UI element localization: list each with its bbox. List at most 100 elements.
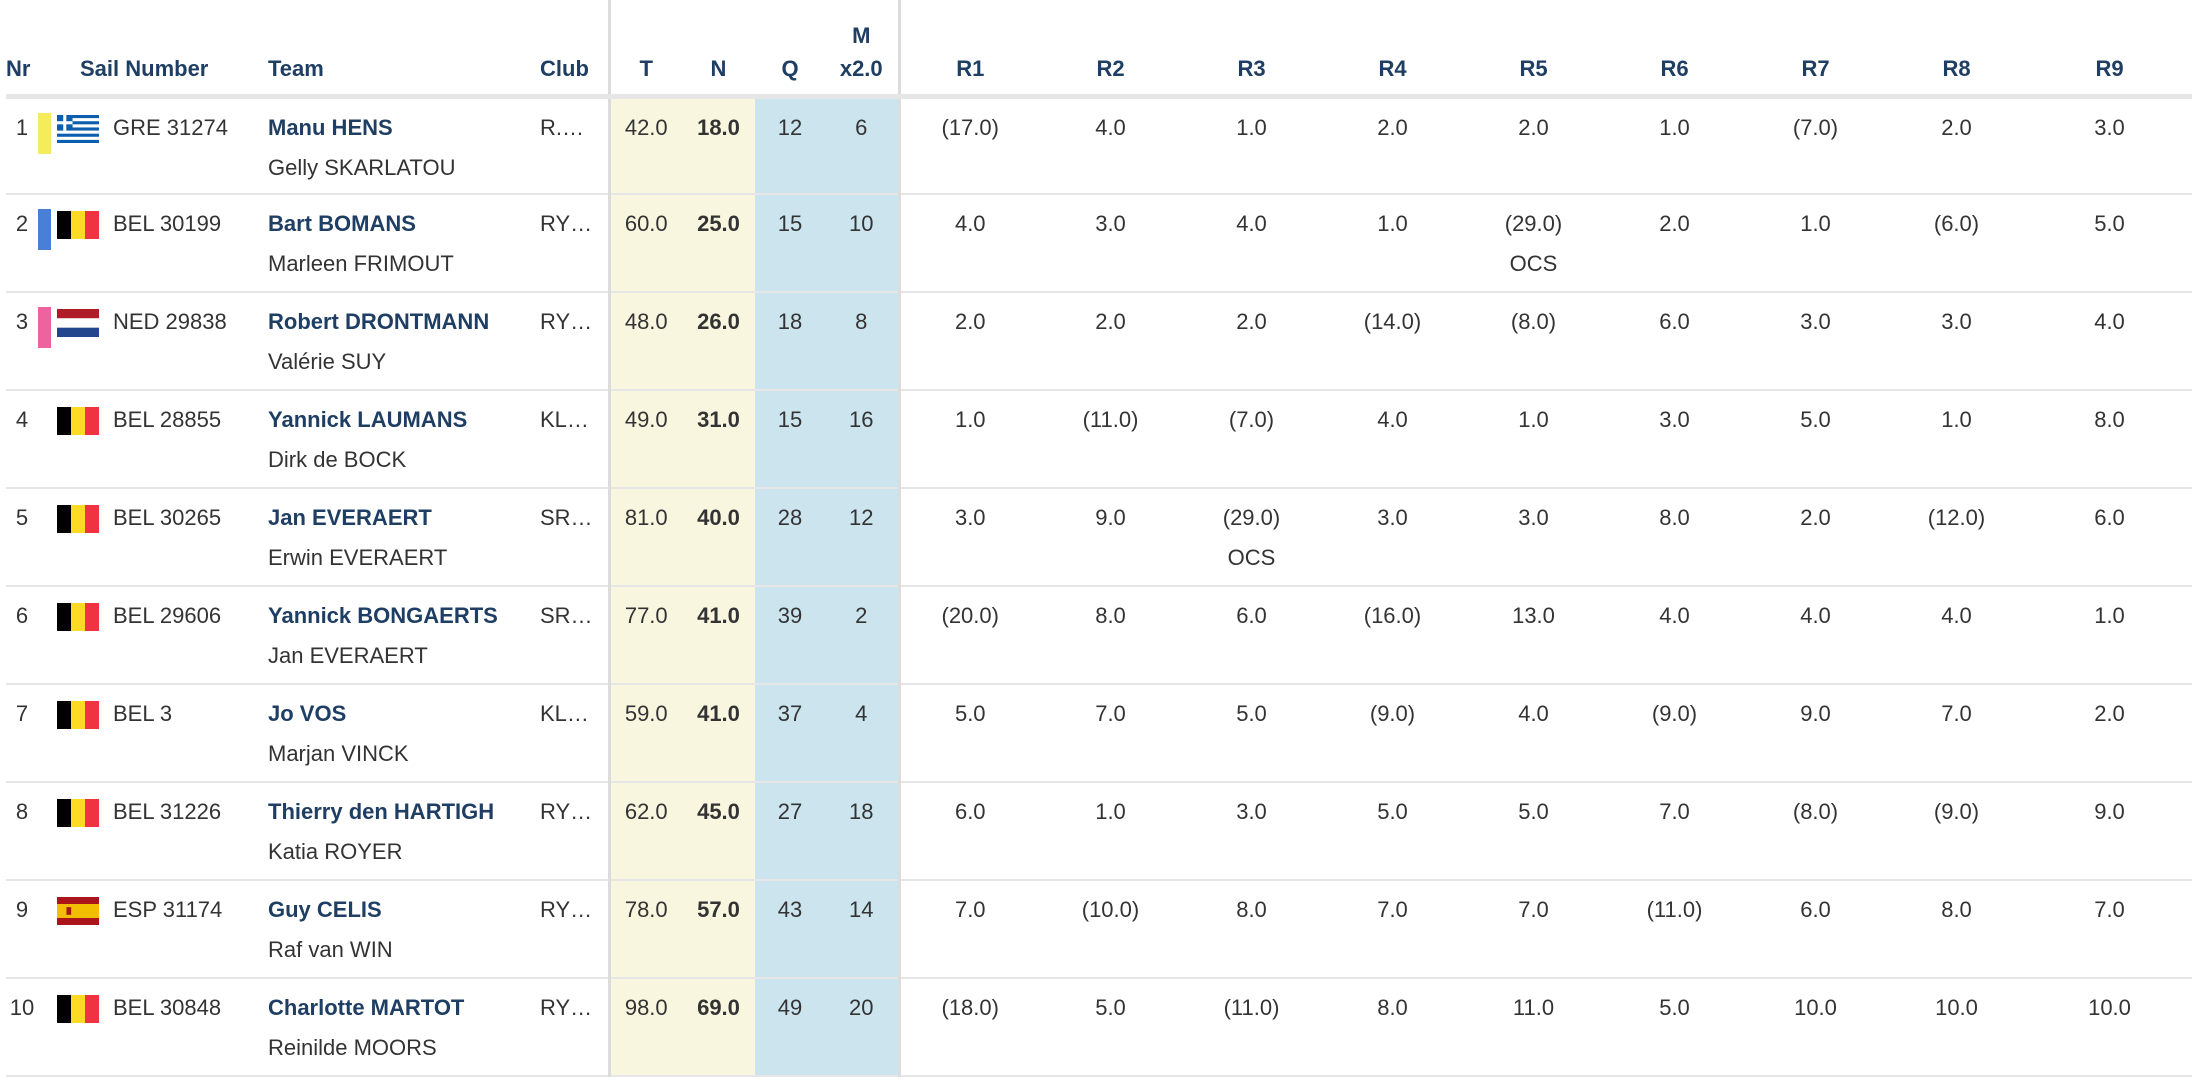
race-score: 6.0 bbox=[1236, 603, 1267, 628]
race-r2-cell: 1.0 bbox=[1040, 782, 1181, 880]
race-r6-cell: 6.0 bbox=[1604, 292, 1745, 390]
crew-name: Marleen FRIMOUT bbox=[268, 251, 454, 276]
race-r6-cell: 8.0 bbox=[1604, 488, 1745, 586]
helm-name-link[interactable]: Jo VOS bbox=[268, 701, 347, 726]
total-points: 81.0 bbox=[624, 505, 668, 530]
header-r9[interactable]: R9 bbox=[2027, 0, 2192, 99]
header-r3[interactable]: R3 bbox=[1181, 0, 1322, 99]
table-row-4[interactable]: 4 BEL 28855 Yannick LAUMANS Dirk de BOCK… bbox=[6, 390, 2192, 488]
qualification-cell: 15 bbox=[755, 390, 825, 488]
net-points: 18.0 bbox=[697, 114, 740, 140]
table-row-2[interactable]: 2 BEL 30199 Bart BOMANS Marleen FRIMOUT … bbox=[6, 194, 2192, 292]
medal-cell: 8 bbox=[825, 292, 901, 390]
table-row-8[interactable]: 8 BEL 31226 Thierry den HARTIGH Katia RO… bbox=[6, 782, 2192, 880]
table-row-5[interactable]: 5 BEL 30265 Jan EVERAERT Erwin EVERAERT … bbox=[6, 488, 2192, 586]
total-cell: 77.0 bbox=[607, 586, 682, 684]
helm-name-link[interactable]: Charlotte MARTOT bbox=[268, 995, 465, 1020]
header-r5[interactable]: R5 bbox=[1463, 0, 1604, 99]
race-r5-cell: (8.0) bbox=[1463, 292, 1604, 390]
table-row-3[interactable]: 3 NED 29838 Robert DRONTMANN Valérie SUY… bbox=[6, 292, 2192, 390]
race-r2-cell: 8.0 bbox=[1040, 586, 1181, 684]
race-score: 6.0 bbox=[954, 799, 986, 824]
race-r4-cell: (16.0) bbox=[1322, 586, 1463, 684]
rank: 8 bbox=[15, 799, 29, 824]
total-points: 42.0 bbox=[624, 114, 668, 140]
total-cell: 81.0 bbox=[607, 488, 682, 586]
total-cell: 49.0 bbox=[607, 390, 682, 488]
header-medal-multiplier: x2.0 bbox=[839, 55, 883, 81]
header-r8[interactable]: R8 bbox=[1886, 0, 2027, 99]
team-cell: Jo VOS Marjan VINCK bbox=[268, 684, 540, 782]
helm-name-link[interactable]: Guy CELIS bbox=[268, 897, 382, 922]
total-cell: 42.0 bbox=[607, 96, 682, 194]
race-score: 10.0 bbox=[1935, 995, 1978, 1020]
race-score: 8.0 bbox=[1236, 897, 1267, 922]
sail-number-cell: NED 29838 bbox=[113, 292, 268, 390]
race-r4-cell: 4.0 bbox=[1322, 390, 1463, 488]
race-r5-cell: 13.0 bbox=[1463, 586, 1604, 684]
header-r6[interactable]: R6 bbox=[1604, 0, 1745, 99]
race-r8-cell: 4.0 bbox=[1886, 586, 2027, 684]
header-nr[interactable]: Nr bbox=[6, 0, 38, 99]
helm-name-link[interactable]: Bart BOMANS bbox=[268, 211, 416, 236]
race-r8-cell: 10.0 bbox=[1886, 978, 2027, 1076]
club: RY… bbox=[540, 211, 593, 236]
race-r6-cell: (9.0) bbox=[1604, 684, 1745, 782]
sail-number-cell: ESP 31174 bbox=[113, 880, 268, 978]
helm-name-link[interactable]: Yannick BONGAERTS bbox=[268, 603, 498, 628]
race-r8-cell: (9.0) bbox=[1886, 782, 2027, 880]
header-team[interactable]: Team bbox=[268, 0, 540, 99]
table-row-1[interactable]: 1 GRE 31274 Manu HENS Gelly SKARLATOU R.… bbox=[6, 96, 2192, 194]
penalty-code: OCS bbox=[1227, 545, 1276, 570]
belgium-flag-icon bbox=[57, 799, 99, 827]
header-net[interactable]: N bbox=[682, 0, 755, 99]
table-row-10[interactable]: 10 BEL 30848 Charlotte MARTOT Reinilde M… bbox=[6, 978, 2192, 1076]
header-sail-number[interactable]: Sail Number bbox=[57, 0, 268, 99]
helm-name-link[interactable]: Jan EVERAERT bbox=[268, 505, 432, 530]
header-r2[interactable]: R2 bbox=[1040, 0, 1181, 99]
race-score: 6.0 bbox=[1800, 897, 1831, 922]
race-score: 2.0 bbox=[1095, 309, 1126, 334]
header-club[interactable]: Club bbox=[540, 0, 609, 99]
total-points: 49.0 bbox=[624, 407, 668, 432]
race-score: 5.0 bbox=[1236, 701, 1267, 726]
net-cell: 69.0 bbox=[682, 978, 755, 1076]
race-r9-cell: 1.0 bbox=[2027, 586, 2192, 684]
header-medal[interactable]: M x2.0 bbox=[825, 0, 901, 99]
header-r4[interactable]: R4 bbox=[1322, 0, 1463, 99]
club-cell: RY… bbox=[540, 292, 609, 390]
header-r1[interactable]: R1 bbox=[899, 0, 1040, 99]
netherlands-flag-icon bbox=[57, 309, 99, 337]
helm-name-link[interactable]: Yannick LAUMANS bbox=[268, 407, 468, 432]
race-score: 8.0 bbox=[2094, 407, 2125, 432]
results-body: 1 GRE 31274 Manu HENS Gelly SKARLATOU R.… bbox=[6, 96, 2192, 1076]
rank-cell: 2 bbox=[6, 194, 38, 292]
table-row-6[interactable]: 6 BEL 29606 Yannick BONGAERTS Jan EVERAE… bbox=[6, 586, 2192, 684]
race-r7-cell: 10.0 bbox=[1745, 978, 1886, 1076]
race-r8-cell: 2.0 bbox=[1886, 96, 2027, 194]
race-score: 2.0 bbox=[1659, 211, 1690, 236]
table-row-7[interactable]: 7 BEL 3 Jo VOS Marjan VINCK KL… 59.0 41.… bbox=[6, 684, 2192, 782]
race-score: 7.0 bbox=[954, 897, 986, 922]
race-r8-cell: 8.0 bbox=[1886, 880, 2027, 978]
flag-cell bbox=[57, 292, 113, 390]
header-bar-spacer bbox=[38, 0, 57, 99]
medal-cell: 12 bbox=[825, 488, 901, 586]
race-r2-cell: 3.0 bbox=[1040, 194, 1181, 292]
team-cell: Yannick LAUMANS Dirk de BOCK bbox=[268, 390, 540, 488]
header-qualification[interactable]: Q bbox=[755, 0, 825, 99]
race-r3-cell: 2.0 bbox=[1181, 292, 1322, 390]
header-total[interactable]: T bbox=[607, 0, 682, 99]
helm-name-link[interactable]: Manu HENS bbox=[268, 114, 393, 140]
race-r3-cell: 5.0 bbox=[1181, 684, 1322, 782]
belgium-flag-icon bbox=[57, 995, 99, 1023]
race-score: 1.0 bbox=[2094, 603, 2125, 628]
table-row-9[interactable]: 9 ESP 31174 Guy CELIS Raf van WIN RY… 78… bbox=[6, 880, 2192, 978]
total-points: 48.0 bbox=[624, 309, 668, 334]
helm-name-link[interactable]: Thierry den HARTIGH bbox=[268, 799, 495, 824]
race-r3-cell: 4.0 bbox=[1181, 194, 1322, 292]
race-score: 2.0 bbox=[2094, 701, 2125, 726]
header-r7[interactable]: R7 bbox=[1745, 0, 1886, 99]
helm-name-link[interactable]: Robert DRONTMANN bbox=[268, 309, 490, 334]
belgium-flag-icon bbox=[57, 407, 99, 435]
